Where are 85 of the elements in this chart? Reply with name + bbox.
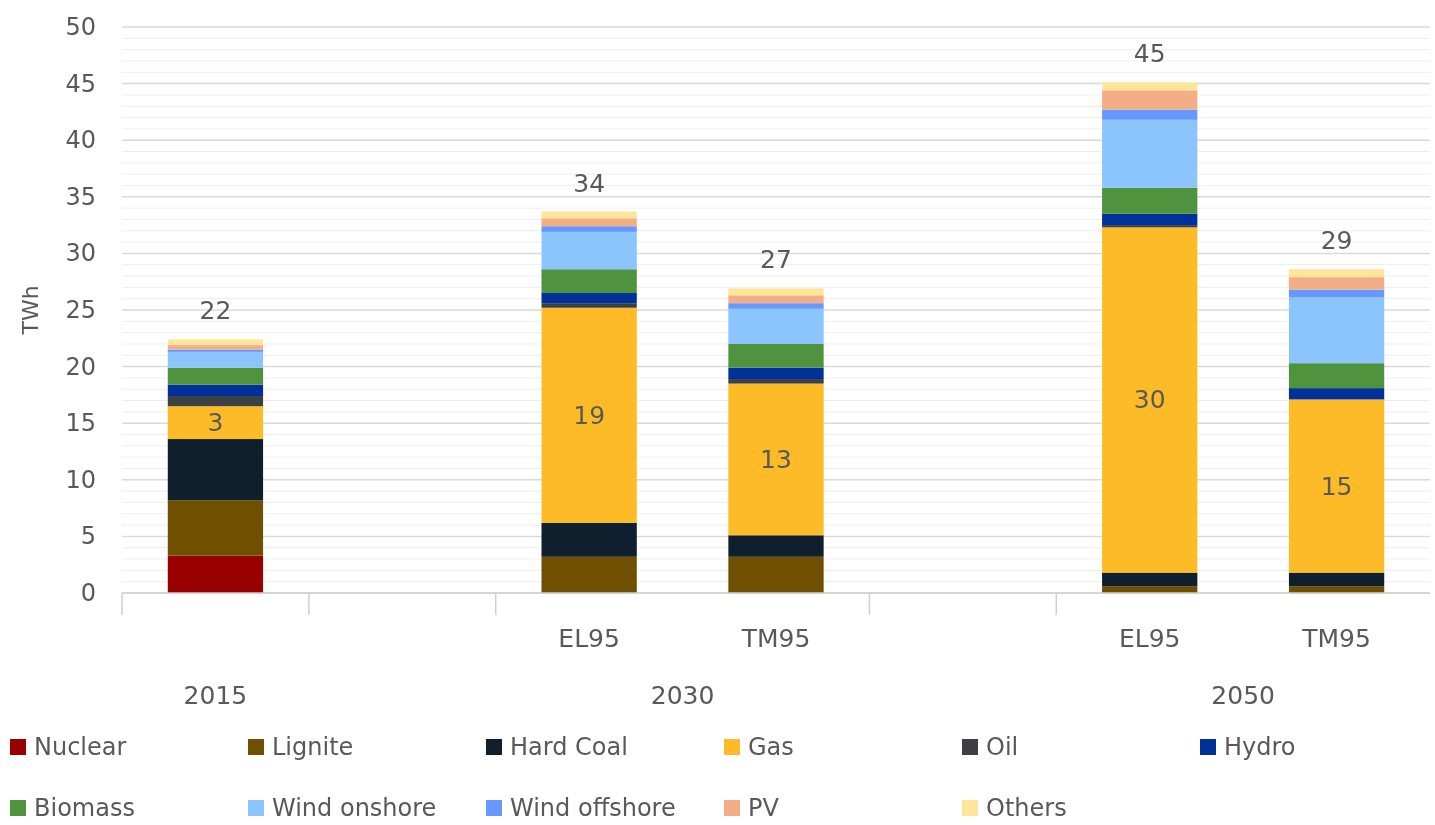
bar	[728, 308, 824, 344]
total-label: 22	[199, 296, 232, 326]
total-label: 45	[1133, 39, 1166, 69]
bar	[728, 295, 824, 304]
bar	[1102, 187, 1198, 214]
y-tick-label: 30	[65, 239, 96, 268]
bar	[728, 556, 824, 593]
legend-label: Nuclear	[34, 733, 127, 761]
y-tick-label: 10	[65, 465, 96, 494]
legend-label: Hard Coal	[510, 733, 628, 761]
bar	[167, 384, 264, 397]
y-tick-label: 35	[65, 182, 96, 211]
bar	[1288, 388, 1385, 400]
text: 2015	[183, 680, 248, 710]
bar	[167, 396, 264, 407]
bar	[1102, 213, 1198, 226]
data-label: 3	[207, 408, 224, 438]
bar	[167, 439, 264, 501]
legend-label: Biomass	[34, 794, 135, 822]
y-tick-label: 40	[65, 126, 96, 155]
bar	[728, 303, 824, 309]
bar	[1102, 82, 1198, 91]
y-axis-title: TWh	[17, 285, 43, 336]
bar	[728, 535, 824, 557]
bar	[541, 522, 637, 557]
bar	[1102, 90, 1198, 110]
bar	[728, 379, 824, 384]
text: 2030	[650, 680, 715, 710]
text: 2050	[1211, 680, 1275, 710]
legend-label: Lignite	[272, 733, 354, 761]
bar	[541, 303, 637, 308]
bar	[1102, 572, 1198, 587]
bar	[1288, 289, 1385, 298]
bar	[541, 218, 637, 227]
bar	[1288, 572, 1385, 587]
bar	[1288, 269, 1385, 278]
bar	[1102, 119, 1198, 188]
legend-label: Others	[986, 794, 1067, 822]
x-tick-label: EL95	[1118, 623, 1181, 653]
data-label: 15	[1320, 471, 1353, 501]
bar	[167, 345, 264, 350]
y-tick-label: 50	[65, 13, 96, 41]
bar	[541, 269, 637, 294]
legend-label: Wind offshore	[510, 794, 676, 822]
y-tick-label: 25	[65, 296, 96, 324]
bar	[1102, 109, 1198, 120]
legend-label: Oil	[986, 733, 1019, 761]
data-label: 19	[573, 400, 606, 430]
bar	[1288, 277, 1385, 290]
y-tick-label: 0	[80, 579, 96, 607]
bar	[541, 307, 637, 523]
total-label: 34	[573, 168, 606, 198]
total-label: 27	[760, 245, 792, 275]
bar	[728, 383, 824, 536]
data-label: 13	[760, 444, 792, 474]
bar	[1288, 297, 1385, 364]
bar	[167, 500, 264, 556]
bar	[1288, 399, 1385, 573]
x-tick-label: EL95	[558, 623, 620, 653]
bar	[541, 231, 637, 270]
y-tick-label: 20	[65, 352, 96, 381]
bar	[167, 339, 264, 346]
bar	[728, 288, 824, 296]
bar	[167, 367, 264, 385]
bar	[728, 367, 824, 380]
legend-label: Wind onshore	[272, 794, 437, 822]
y-tick-label: 5	[80, 522, 96, 551]
y-tick-label: 45	[65, 69, 96, 98]
total-label: 29	[1320, 226, 1353, 256]
bar	[541, 293, 637, 304]
legend-label: Hydro	[1224, 733, 1296, 761]
data-label: 30	[1133, 385, 1166, 415]
x-tick-label: TM95	[1301, 623, 1371, 653]
bar	[167, 351, 264, 368]
bar	[167, 406, 264, 440]
legend-label: PV	[748, 794, 780, 822]
bar	[167, 555, 264, 593]
bar	[541, 226, 637, 232]
bar	[728, 343, 824, 368]
bar	[1102, 227, 1198, 573]
legend-label: Gas	[748, 733, 794, 761]
bar	[541, 556, 637, 593]
y-tick-label: 15	[65, 409, 96, 438]
bar	[1288, 363, 1385, 389]
x-tick-label: TM95	[740, 623, 811, 653]
